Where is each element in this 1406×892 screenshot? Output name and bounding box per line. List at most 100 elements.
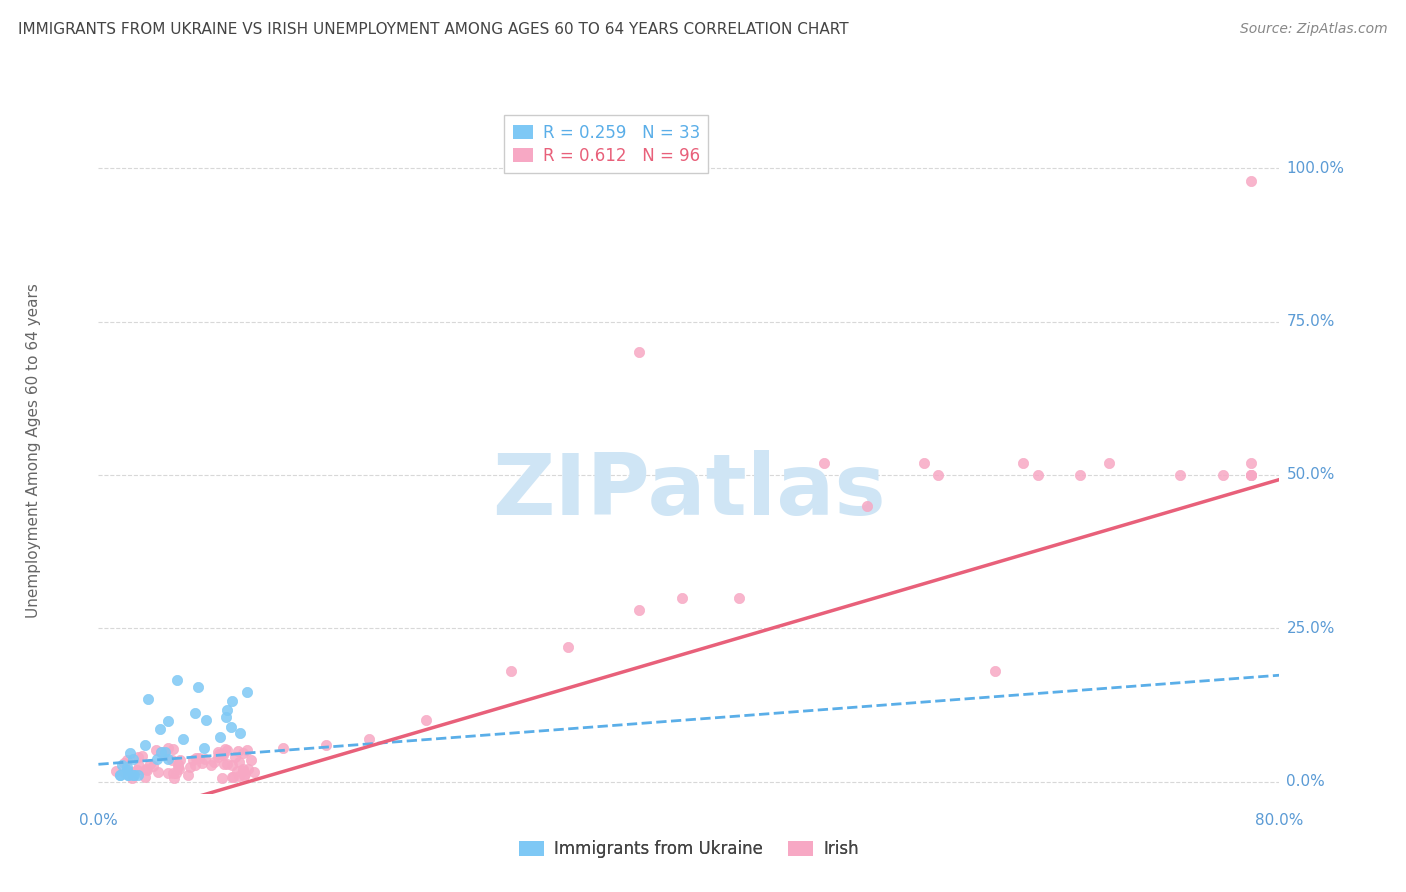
Point	[233, 767, 256, 781]
Point	[215, 703, 238, 717]
Point	[127, 768, 149, 782]
Point	[927, 467, 949, 482]
Point	[1240, 467, 1263, 482]
Point	[157, 741, 180, 756]
Point	[136, 691, 159, 706]
Point	[207, 747, 229, 762]
Point	[194, 752, 217, 766]
Point	[211, 772, 233, 786]
Point	[128, 758, 150, 772]
Point	[121, 771, 143, 785]
Point	[187, 751, 209, 765]
Point	[727, 591, 749, 605]
Text: Unemployment Among Ages 60 to 64 years: Unemployment Among Ages 60 to 64 years	[25, 283, 41, 618]
Point	[1240, 467, 1263, 482]
Point	[1168, 467, 1191, 482]
Text: 0.0%: 0.0%	[1286, 774, 1326, 789]
Point	[221, 770, 243, 784]
Point	[142, 759, 165, 773]
Point	[217, 743, 239, 757]
Point	[166, 756, 188, 771]
Point	[1026, 467, 1049, 482]
Point	[160, 753, 183, 767]
Point	[125, 764, 148, 778]
Point	[149, 723, 172, 737]
Point	[229, 725, 252, 739]
Point	[162, 741, 184, 756]
Point	[122, 768, 145, 782]
Point	[211, 747, 233, 761]
Text: 0.0%: 0.0%	[79, 814, 118, 828]
Point	[240, 753, 263, 767]
Legend: Immigrants from Ukraine, Irish: Immigrants from Ukraine, Irish	[513, 833, 865, 864]
Point	[108, 768, 131, 782]
Point	[1069, 467, 1091, 482]
Point	[232, 747, 254, 761]
Point	[191, 756, 214, 771]
Point	[228, 769, 250, 783]
Point	[813, 456, 835, 470]
Point	[232, 762, 254, 776]
Point	[177, 767, 200, 781]
Point	[181, 753, 204, 767]
Point	[1212, 467, 1234, 482]
Point	[1240, 456, 1263, 470]
Point	[221, 770, 243, 784]
Point	[184, 757, 207, 772]
Point	[228, 755, 250, 769]
Point	[212, 757, 235, 772]
Point	[221, 693, 243, 707]
Point	[115, 760, 138, 774]
Point	[115, 765, 138, 780]
Point	[167, 762, 190, 776]
Text: 80.0%: 80.0%	[1256, 814, 1303, 828]
Point	[149, 745, 172, 759]
Point	[628, 603, 651, 617]
Point	[232, 764, 254, 779]
Text: 25.0%: 25.0%	[1286, 621, 1334, 636]
Point	[146, 752, 169, 766]
Point	[117, 768, 139, 782]
Point	[243, 764, 266, 779]
Point	[236, 743, 259, 757]
Point	[315, 738, 337, 752]
Point	[211, 748, 233, 763]
Point	[172, 732, 194, 747]
Point	[207, 745, 229, 759]
Point	[217, 757, 239, 772]
Point	[162, 766, 184, 780]
Point	[357, 731, 380, 746]
Point	[112, 756, 135, 770]
Point	[166, 673, 188, 688]
Point	[1012, 456, 1035, 470]
Text: IMMIGRANTS FROM UKRAINE VS IRISH UNEMPLOYMENT AMONG AGES 60 TO 64 YEARS CORRELAT: IMMIGRANTS FROM UKRAINE VS IRISH UNEMPLO…	[18, 22, 849, 37]
Point	[187, 680, 209, 694]
Point	[186, 751, 208, 765]
Point	[1098, 456, 1121, 470]
Point	[118, 746, 141, 760]
Point	[195, 714, 218, 728]
Point	[134, 770, 156, 784]
Point	[415, 714, 437, 728]
Point	[115, 765, 138, 780]
Point	[138, 757, 160, 772]
Point	[167, 760, 190, 774]
Point	[146, 765, 169, 780]
Point	[1240, 173, 1263, 188]
Point	[163, 771, 186, 785]
Point	[856, 499, 879, 513]
Point	[135, 763, 157, 777]
Point	[104, 764, 127, 778]
Point	[157, 714, 180, 728]
Point	[273, 740, 295, 755]
Point	[127, 749, 149, 764]
Point	[236, 762, 259, 776]
Point	[221, 720, 243, 734]
Text: ZIPatlas: ZIPatlas	[492, 450, 886, 533]
Point	[135, 762, 157, 776]
Point	[1240, 467, 1263, 482]
Point	[153, 746, 176, 760]
Point	[236, 685, 259, 699]
Point	[131, 749, 153, 764]
Text: 100.0%: 100.0%	[1286, 161, 1344, 176]
